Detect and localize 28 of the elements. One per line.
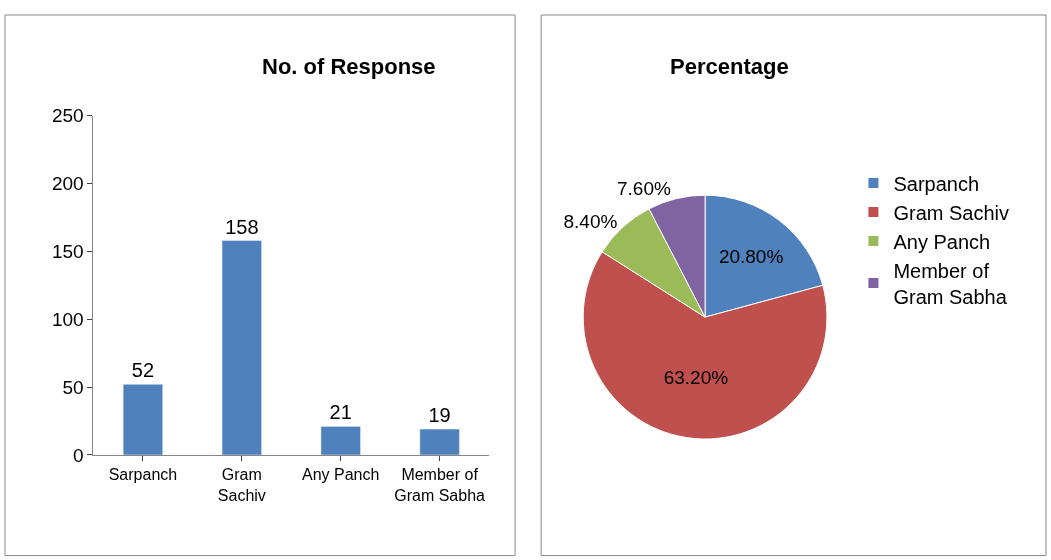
y-tick-label: 150 (51, 241, 84, 263)
data-label: 19 (428, 404, 451, 427)
legend-label: Member of Gram Sabha (893, 259, 1008, 308)
bar (320, 426, 361, 455)
bar (221, 240, 262, 455)
y-tick-label: 0 (73, 444, 84, 466)
y-tick-label: 100 (51, 308, 84, 330)
y-tick-label: 250 (51, 105, 84, 127)
legend-label: Sarpanch (893, 172, 980, 195)
bar (419, 428, 460, 455)
data-label: 20.80% (718, 246, 784, 268)
y-tick-label: 50 (62, 376, 84, 398)
x-tick-label: Any Panch (302, 466, 380, 484)
bar (122, 384, 163, 455)
data-label: 7.60% (617, 178, 671, 200)
data-label: 21 (329, 401, 352, 424)
data-label: 63.20% (663, 366, 729, 388)
y-tick-label: 200 (51, 173, 84, 195)
x-tick-label: Sarpanch (108, 466, 178, 484)
chart-title: No. of Response (262, 54, 436, 79)
legend-label: Gram Sachiv (893, 201, 1010, 224)
legend-label: Any Panch (893, 230, 991, 253)
x-tick-label: Member of Gram Sabha (394, 466, 486, 504)
chart-title: Percentage (670, 54, 789, 79)
data-label: 158 (225, 215, 259, 238)
data-label: 8.40% (563, 210, 618, 232)
x-tick-label: Gram Sachiv (217, 466, 266, 504)
data-label: 52 (131, 359, 155, 382)
